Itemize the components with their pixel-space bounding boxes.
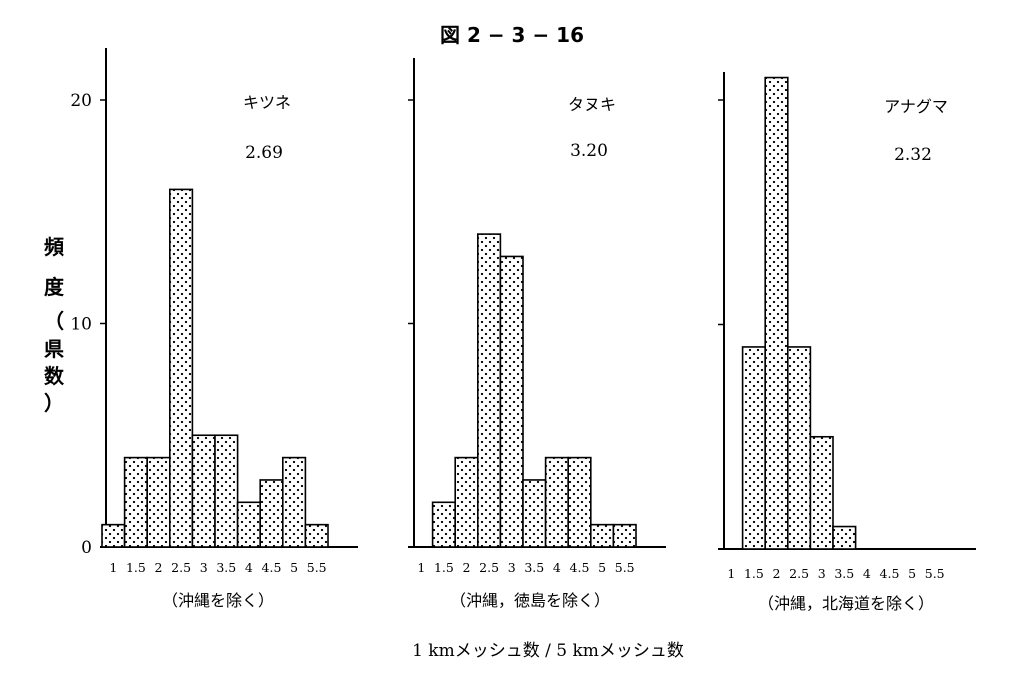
x-tick-label: 5.5: [307, 560, 327, 575]
mean-value: 3.20: [570, 141, 608, 161]
x-tick-label: 1.5: [126, 560, 146, 575]
x-tick-label: 2.5: [789, 566, 809, 581]
y-tick-label: 0: [81, 538, 92, 558]
panel-0: 0 10 20 1 1.5 2 2.5 3 3.5 4 4.5 5 5.5 キツネ 2.69 （沖縄を除く）: [70, 48, 358, 610]
y-axis-label-char-5: ）: [44, 391, 64, 415]
panel-caption: （沖縄を除く）: [162, 591, 274, 610]
x-axis-label: 1 kmメッシュ数 / 5 kmメッシュ数: [412, 641, 684, 661]
x-tick-label: 1: [417, 560, 425, 575]
x-tick-label: 4.5: [880, 566, 900, 581]
bar-2.5: [786, 346, 812, 550]
bar-3.5: [214, 434, 239, 548]
species-label: キツネ: [243, 93, 291, 112]
x-tick-label: 5.5: [615, 560, 635, 575]
bar-4: [544, 456, 569, 548]
x-tick-label: 4: [553, 560, 561, 575]
bar-3: [191, 434, 216, 548]
x-tick-label: 3: [200, 560, 208, 575]
bar-3: [499, 255, 524, 548]
bar-2: [146, 456, 171, 548]
y-tick-label: 20: [70, 91, 92, 111]
figure-title: 図 2 − 3 − 16: [440, 23, 584, 47]
y-axis-label-char-3: 県: [44, 337, 64, 361]
x-tick-label: 5: [598, 560, 606, 575]
x-tick-label: 5: [290, 560, 298, 575]
panel-caption: （沖縄，北海道を除く）: [758, 594, 934, 613]
species-label: アナグマ: [884, 97, 948, 116]
x-tick-label: 3.5: [834, 566, 854, 581]
bar-4: [236, 501, 262, 548]
panel-1: 1 1.5 2 2.5 3 3.5 4 4.5 5 5.5 タヌキ 3.20 （沖縄，徳島を除く）: [408, 58, 666, 610]
x-tick-label: 1: [727, 566, 735, 581]
x-tick-label: 2: [155, 560, 163, 575]
x-tick-label: 1.5: [744, 566, 764, 581]
x-tick-label: 1: [109, 560, 117, 575]
x-tick-label: 3: [818, 566, 826, 581]
y-axis-label-char-1: 度: [44, 275, 65, 299]
species-label: タヌキ: [568, 95, 616, 114]
bar-5.5: [612, 523, 637, 548]
bar-5.5: [304, 523, 329, 548]
x-tick-label: 3.5: [216, 560, 236, 575]
bar-4.5: [259, 479, 284, 548]
bar-4.5: [567, 456, 592, 548]
x-tick-label: 2.5: [171, 560, 191, 575]
bar-1.5: [123, 456, 148, 548]
y-axis-label-char-0: 頻: [44, 235, 64, 259]
x-tick-label: 4.5: [570, 560, 590, 575]
x-tick-label: 5.5: [925, 566, 945, 581]
bar-3: [809, 435, 834, 550]
x-tick-label: 2: [463, 560, 471, 575]
bar-1.5: [431, 501, 457, 548]
x-tick-label: 2.5: [479, 560, 499, 575]
x-tick-label: 1.5: [434, 560, 454, 575]
bar-2.5: [169, 188, 194, 548]
x-tick-label: 3.5: [524, 560, 544, 575]
x-tick-label: 4: [863, 566, 871, 581]
x-tick-label: 4: [245, 560, 253, 575]
bar-2.5: [476, 233, 502, 548]
x-tick-label: 3: [508, 560, 516, 575]
x-tick-label: 2: [773, 566, 781, 581]
mean-value: 2.32: [894, 145, 932, 165]
y-axis-label: 頻 度 （ 県 数 ）: [44, 235, 71, 415]
bar-5: [281, 456, 307, 548]
bar-2: [454, 456, 479, 548]
bar-2: [764, 76, 789, 550]
chart-panels: 0 10 20 1 1.5 2 2.5 3 3.5 4 4.5 5 5.5 キツネ 2.69 （沖縄を除く） 1…: [70, 48, 976, 613]
x-tick-label: 4.5: [262, 560, 282, 575]
bar-3.5: [832, 525, 857, 550]
bar-5: [589, 523, 615, 548]
y-tick-label: 10: [70, 315, 92, 335]
panel-2: 1 1.5 2 2.5 3 3.5 4 4.5 5 5.5 アナグマ 2.32 （沖縄，北海道を除く）: [718, 72, 976, 613]
x-tick-label: 5: [908, 566, 916, 581]
bar-3.5: [522, 479, 547, 548]
mean-value: 2.69: [245, 143, 283, 163]
y-axis-label-char-4: 数: [44, 364, 65, 388]
y-axis-label-char-2: （: [44, 309, 64, 333]
bar-1: [101, 523, 126, 548]
bar-1.5: [741, 346, 766, 550]
panel-caption: （沖縄，徳島を除く）: [450, 591, 610, 610]
